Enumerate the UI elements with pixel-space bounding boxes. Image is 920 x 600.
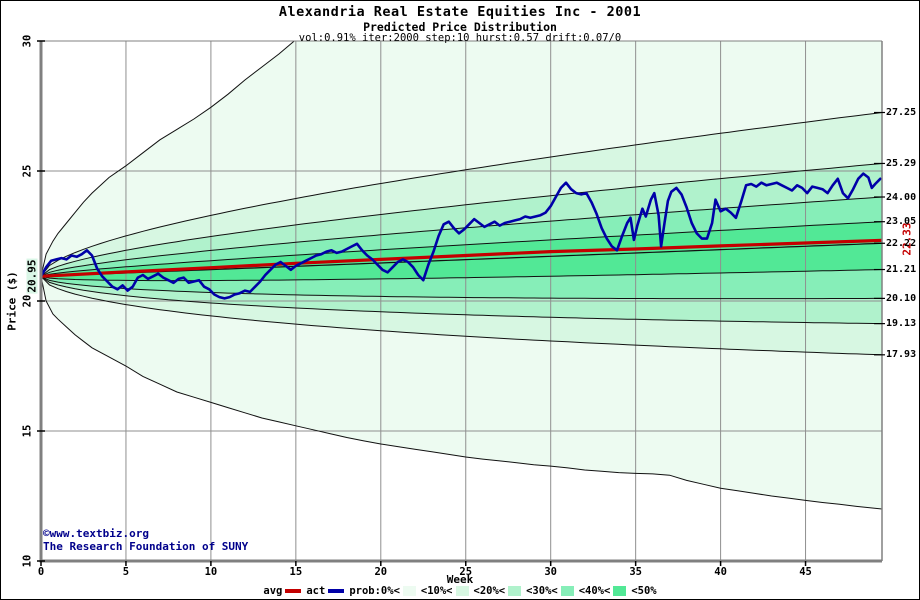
band-boundary-line (41, 275, 882, 356)
legend-item: <40%< (579, 585, 630, 597)
right-axis-label: 27.25 (886, 107, 917, 118)
legend-label: avg (263, 585, 283, 597)
right-axis-label: 23.05 (886, 216, 917, 228)
right-axis-label: 25.29 (886, 157, 917, 169)
x-tick-label: 30 (544, 566, 558, 578)
series-avg (41, 238, 882, 278)
right-axis-label: 21.21 (886, 264, 917, 276)
legend-line-swatch (285, 589, 302, 593)
copyright-block: ©www.textbiz.org The Research Foundation… (43, 527, 248, 553)
y-axis-title: Price ($) (5, 271, 19, 331)
copyright-url[interactable]: ©www.textbiz.org (43, 527, 149, 540)
right-axis-label: 17.93 (886, 349, 917, 361)
legend-label: <30%< (526, 585, 558, 597)
band-boundary-line (41, 112, 882, 277)
legend-label: <10%< (420, 585, 453, 597)
series-act (41, 172, 882, 300)
band-boundary-line (41, 275, 882, 300)
legend-box-swatch (508, 586, 522, 596)
x-tick-label: 0 (37, 566, 45, 578)
x-tick-label: 25 (459, 566, 473, 578)
legend-item: avg (263, 585, 304, 597)
legend-item: <30%< (526, 585, 577, 597)
x-tick-label: 20 (374, 566, 388, 578)
x-tick-label: 40 (714, 566, 727, 578)
band-boundary-line (41, 275, 882, 325)
right-axis-label: 24.00 (886, 191, 917, 203)
band-boundary-line (41, 221, 882, 277)
start-price-label: 20.95 (25, 258, 39, 294)
y-tick-label: 10 (21, 554, 34, 568)
legend-label: act (306, 585, 326, 597)
y-tick-label: 25 (21, 164, 34, 178)
band-boundary-line (41, 163, 882, 277)
x-tick-label: 35 (629, 566, 642, 578)
legend-box-swatch (402, 586, 416, 596)
envelope-line (41, 276, 882, 510)
chart-title: Alexandria Real Estate Equities Inc - 20… (278, 4, 642, 20)
chart-subtitle: Predicted Price Distribution (363, 20, 557, 34)
y-tick-label: 20 (21, 294, 34, 308)
prob-band (41, 221, 882, 277)
x-tick-label: 10 (204, 566, 218, 578)
legend-label: prob:0%< (349, 585, 400, 597)
right-axis-label: 19.13 (886, 318, 917, 330)
legend-item: <10%< (421, 585, 472, 597)
y-tick-label: 15 (21, 424, 34, 438)
prob-band (41, 112, 882, 277)
y-tick-label: 30 (21, 34, 34, 48)
legend-box-swatch (455, 586, 469, 596)
right-axis-label: 20.10 (886, 292, 917, 304)
legend-box-swatch (560, 586, 574, 596)
x-tick-label: 5 (122, 566, 130, 578)
median-line (41, 242, 882, 277)
legend-label: <20%< (473, 585, 506, 597)
band-boundary-line (41, 269, 882, 282)
copyright-org: The Research Foundation of SUNY (43, 540, 249, 553)
legend-item: prob:0%< (349, 585, 419, 597)
prob-band (41, 276, 882, 509)
legend-item: <20%< (474, 585, 525, 597)
legend-label: <50% (631, 585, 657, 597)
envelope-line (41, 41, 296, 277)
x-axis-title: Week (446, 573, 474, 586)
chart-legend: avg act prob:0%< <10%< <20%< <30%< <40%< <50% (1, 585, 919, 597)
band-boundary-line (41, 196, 882, 277)
legend-box-swatch (613, 586, 627, 596)
legend-item: act (306, 585, 347, 597)
prob-band (41, 41, 882, 277)
legend-item: <50% (631, 585, 656, 597)
x-tick-label: 15 (289, 566, 303, 578)
prob-band (41, 197, 882, 277)
plot-area (41, 41, 882, 561)
legend-label: <40%< (578, 585, 611, 597)
right-axis-label: 22.22 (886, 237, 917, 249)
simulation-params: vol:0.91% iter:2000 step:10 hurst:0.57 d… (298, 32, 622, 44)
prob-band (41, 276, 882, 355)
legend-line-swatch (328, 589, 345, 593)
x-tick-label: 45 (799, 566, 812, 578)
prob-band (41, 276, 882, 324)
prob-band (41, 243, 882, 281)
